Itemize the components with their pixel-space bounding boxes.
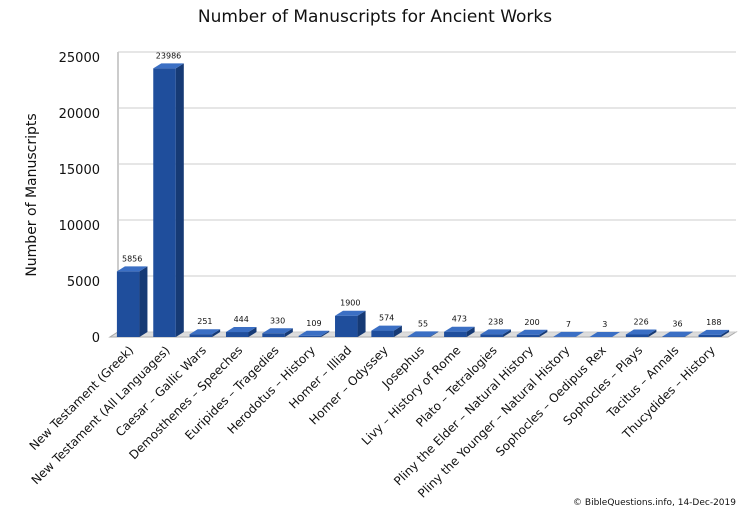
bar-front xyxy=(626,334,649,337)
bar-front xyxy=(517,335,540,337)
data-label: 238 xyxy=(488,317,503,326)
data-label: 251 xyxy=(197,317,212,326)
data-label: 55 xyxy=(418,319,428,328)
data-label: 473 xyxy=(452,315,467,324)
data-label: 444 xyxy=(234,315,249,324)
bar-front xyxy=(190,334,213,337)
data-label: 36 xyxy=(672,320,682,329)
data-label: 200 xyxy=(524,318,539,327)
bar-front xyxy=(699,335,722,337)
y-axis-label: Number of Manuscripts xyxy=(24,113,40,276)
data-label: 226 xyxy=(633,317,648,326)
data-label: 7 xyxy=(566,320,571,329)
bar-front xyxy=(408,336,431,337)
bar-front xyxy=(153,68,176,337)
bar xyxy=(153,63,184,337)
data-label: 1900 xyxy=(340,299,360,308)
y-tick-label: 10000 xyxy=(59,219,100,234)
y-tick-label: 20000 xyxy=(59,107,100,122)
data-label: 5856 xyxy=(122,254,142,263)
bar-front xyxy=(480,334,503,337)
bar xyxy=(117,266,148,337)
y-tick-label: 25000 xyxy=(59,51,100,66)
bar-front xyxy=(262,333,285,337)
bar-front xyxy=(226,332,249,337)
y-tick-label: 15000 xyxy=(59,163,100,178)
bar-side xyxy=(176,63,184,337)
bar-front xyxy=(371,331,394,337)
bar-front xyxy=(335,316,358,337)
bar-side xyxy=(139,266,147,337)
data-label: 3 xyxy=(602,320,607,329)
data-label: 574 xyxy=(379,314,394,323)
data-label: 109 xyxy=(306,319,321,328)
chart-title: Number of Manuscripts for Ancient Works xyxy=(198,7,552,27)
credit: © BibleQuestions.info, 14-Dec-2019 xyxy=(573,498,736,508)
y-tick-label: 5000 xyxy=(67,275,100,290)
data-label: 23986 xyxy=(156,51,181,60)
x-tick-label: Homer – Illiad xyxy=(286,343,354,411)
data-label: 330 xyxy=(270,316,285,325)
data-label: 188 xyxy=(706,318,721,327)
bar-front xyxy=(444,332,467,337)
bar xyxy=(335,311,366,337)
y-tick-label: 0 xyxy=(92,331,100,346)
axis-wall xyxy=(110,52,118,337)
bar-front xyxy=(117,271,140,337)
x-tick-label: New Testament (All Languages) xyxy=(29,343,173,487)
bar-front xyxy=(299,336,322,337)
